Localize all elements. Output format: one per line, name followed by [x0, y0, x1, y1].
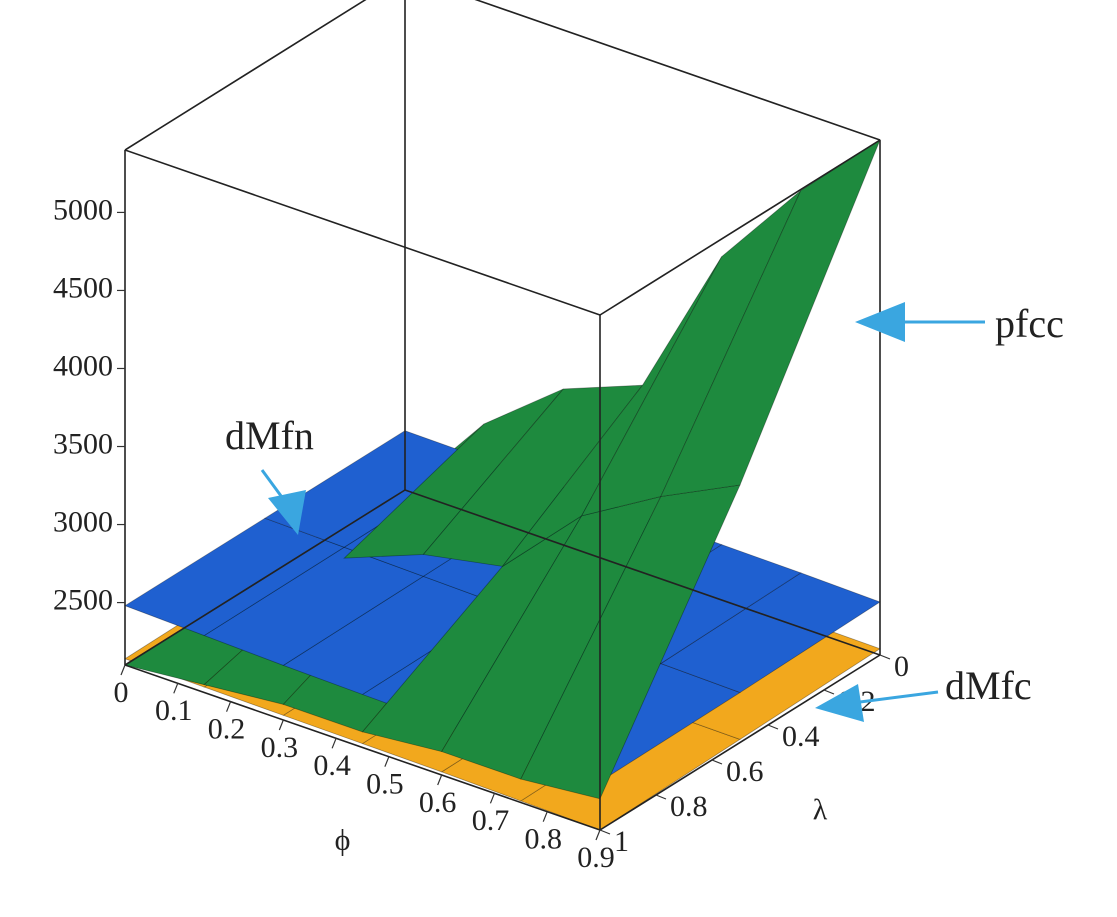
x-tick-label: 0.9 — [577, 841, 615, 874]
x-tick-label: 0 — [114, 676, 129, 709]
x-tick-label: 0.6 — [419, 786, 457, 819]
x-tick-label: 0.8 — [524, 823, 562, 856]
arrow-head — [855, 302, 905, 342]
x-tick — [595, 829, 601, 841]
x-tick — [120, 664, 126, 676]
y-tick-label: 1 — [614, 825, 629, 858]
y-tick-label: 0.6 — [726, 755, 764, 788]
annotation: dMfn — [225, 413, 314, 458]
box-edge — [124, 149, 601, 316]
arrow — [859, 690, 939, 704]
box-edge — [474, 0, 881, 141]
x-tick-label: 0.7 — [472, 804, 510, 837]
arrow-head — [268, 490, 306, 535]
y-tick-label: 0.4 — [782, 720, 820, 753]
annotation: dMfc — [945, 663, 1032, 708]
y-tick — [823, 689, 835, 695]
z-tick-label: 4000 — [53, 349, 113, 382]
x-tick-label: 0.5 — [366, 768, 404, 801]
x-tick-label: 0.4 — [313, 749, 351, 782]
box-edge — [404, 489, 881, 656]
z-tick-label: 3000 — [53, 505, 113, 538]
x-tick — [331, 738, 337, 749]
y-tick-label: 0.8 — [670, 790, 708, 823]
y-tick — [879, 654, 891, 660]
x-tick — [225, 701, 232, 712]
annotation: pfcc — [995, 301, 1064, 346]
axes: 2500 3000 3500 4000 4500 5000 0 0.1 0.2 0.3 0.4 0.5… — [53, 0, 909, 874]
box-edge — [599, 654, 881, 831]
z-tick-label: 2500 — [53, 583, 113, 616]
x-tick-label: 0.2 — [208, 713, 246, 746]
y-axis-label: λ — [813, 793, 828, 826]
box-edge — [124, 664, 601, 831]
x-tick-label: 0.1 — [155, 694, 193, 727]
surfaces — [123, 138, 881, 831]
y-tick — [711, 759, 723, 765]
arrows — [260, 302, 985, 722]
y-tick — [655, 794, 667, 800]
z-tick-label: 3500 — [53, 427, 113, 460]
arrow-head — [815, 684, 864, 722]
y-tick — [599, 829, 611, 835]
x-tick — [542, 811, 548, 822]
x-tick — [278, 719, 284, 731]
x-tick-label: 0.3 — [261, 731, 299, 764]
box-edge — [124, 0, 367, 151]
box-edge — [599, 139, 881, 316]
x-tick — [489, 793, 496, 804]
x-tick — [384, 756, 390, 767]
z-tick-label: 4500 — [53, 271, 113, 304]
box-edge — [124, 489, 406, 666]
y-tick — [767, 724, 779, 730]
x-tick — [437, 774, 443, 786]
x-axis-label: ϕ — [335, 823, 351, 856]
arrow — [260, 469, 286, 501]
x-tick — [173, 683, 179, 694]
z-tick-label: 5000 — [53, 193, 113, 226]
y-tick-label: 0 — [894, 650, 909, 683]
